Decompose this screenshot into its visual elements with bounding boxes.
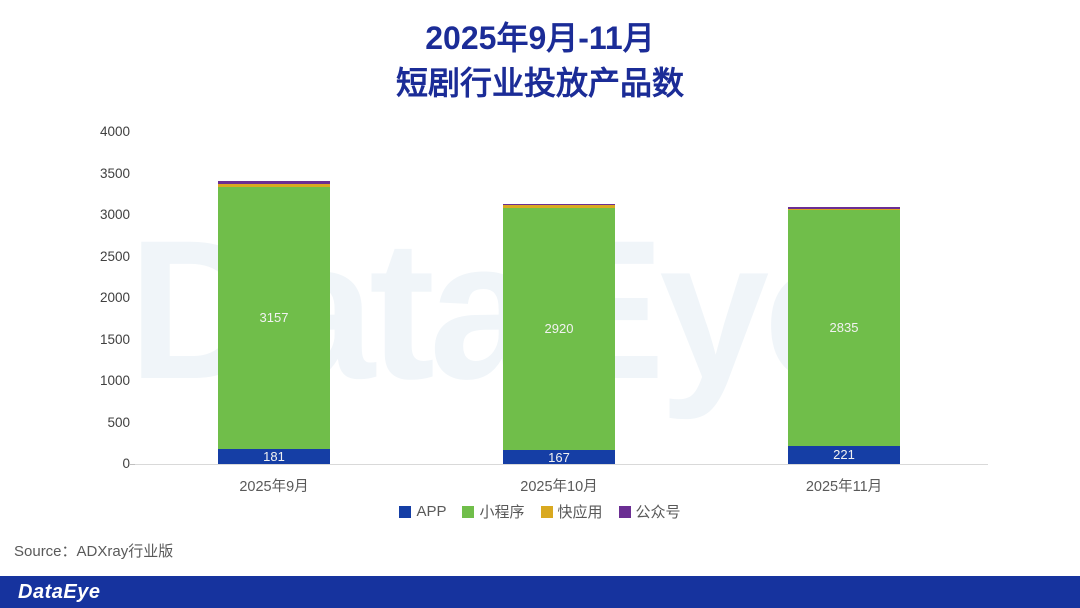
footer-bar: DataEye (0, 576, 1080, 608)
x-axis-line (135, 464, 988, 465)
bar-value-label: 2835 (829, 320, 859, 336)
bar-segment-小程序: 2920 (503, 207, 615, 451)
title-line-1: 2025年9月-11月 (425, 20, 655, 56)
y-axis-tick-label: 0 (122, 456, 130, 471)
legend-label: 公众号 (635, 504, 681, 521)
bar-segment-快应用 (503, 205, 615, 208)
legend-label: 小程序 (479, 504, 525, 521)
legend-label: APP (416, 503, 447, 520)
y-axis-tick-label: 4000 (99, 124, 130, 139)
legend-color-swatch (462, 505, 475, 518)
bar-value-label: 2920 (544, 321, 574, 337)
bar-value-label: 181 (263, 448, 285, 464)
bar-segment-快应用 (218, 183, 330, 187)
legend-label: 快应用 (557, 504, 603, 521)
legend-color-swatch (399, 505, 412, 518)
y-axis-tick-label: 500 (107, 414, 130, 430)
x-axis-tick (130, 464, 135, 465)
legend-color-swatch (540, 505, 553, 518)
y-axis-tick-label: 2000 (99, 290, 130, 305)
source-note: Source：ADXray行业版 (14, 543, 174, 560)
x-axis-category-label: 2025年11月 (805, 479, 883, 495)
bar-segment-小程序: 3157 (218, 186, 330, 449)
title-line-2: 短剧行业投放产品数 (395, 65, 684, 101)
y-axis-tick-label: 2500 (99, 248, 130, 264)
legend-item-快应用: 快应用 (540, 501, 603, 522)
dataeye-logo: DataEye (18, 581, 101, 603)
legend-item-小程序: 小程序 (462, 501, 525, 522)
y-axis-tick-label: 3000 (99, 207, 130, 222)
bar-segment-APP: 167 (503, 449, 615, 465)
y-axis-tick-label: 1500 (99, 331, 130, 347)
page-title: 2025年9月-11月 短剧行业投放产品数 (0, 16, 1080, 106)
bar-value-label: 167 (548, 449, 570, 465)
bar-segment-公众号 (503, 204, 615, 206)
legend-color-swatch (618, 505, 631, 518)
bar-segment-公众号 (788, 207, 900, 209)
y-axis-tick-label: 3500 (99, 165, 130, 181)
bar-value-label: 221 (833, 447, 855, 463)
bar-value-label: 3157 (259, 310, 289, 326)
bar-segment-快应用 (788, 208, 900, 211)
bar-segment-APP: 181 (218, 448, 330, 464)
bar-segment-小程序: 2835 (788, 210, 900, 446)
legend-item-APP: APP (399, 503, 446, 520)
chart-legend: APP 小程序 快应用 公众号 (0, 501, 1080, 522)
legend-item-公众号: 公众号 (618, 501, 681, 522)
bar-segment-公众号 (218, 180, 330, 184)
x-axis-category-label: 2025年9月 (239, 479, 309, 495)
bar-segment-APP: 221 (788, 445, 900, 464)
x-axis-category-label: 2025年10月 (520, 479, 598, 495)
y-axis-tick-label: 1000 (99, 373, 130, 388)
